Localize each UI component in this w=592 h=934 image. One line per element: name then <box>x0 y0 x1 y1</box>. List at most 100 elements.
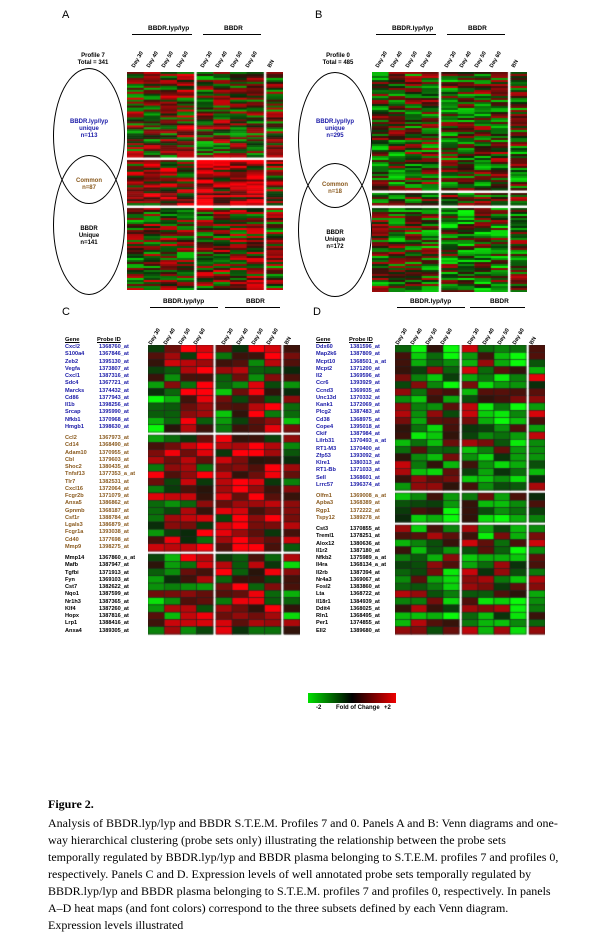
day-label: Day 50 <box>177 327 192 346</box>
probe-id: 1382622_at <box>99 584 129 590</box>
gene-symbol: Il2 <box>316 373 323 379</box>
probe-id: 1388784_at <box>99 514 129 521</box>
day-label: Day 50 <box>404 50 419 69</box>
gene-symbol: Gpnmb <box>65 507 85 514</box>
gene-row: Lgals3 1386879_at <box>65 522 135 529</box>
day-label: Day 60 <box>192 327 207 346</box>
probe-id: 1368975_at <box>350 416 380 423</box>
gene-row: Ckif 1387984_at <box>316 431 386 438</box>
probe-id: 1371913_at <box>99 569 129 576</box>
gene-row: Cst3 1370855_at <box>316 526 386 533</box>
probe-id: 1372222_at <box>350 507 380 514</box>
probe-id: 1387365_at <box>99 598 129 605</box>
gene-symbol: Sell <box>316 474 326 481</box>
day-label: Day 50 <box>473 50 488 69</box>
gene-symbol: Mcpt10 <box>316 358 336 365</box>
figure-caption: Figure 2. Analysis of BBDR.lyp/lyp and B… <box>48 796 560 934</box>
gene-symbol: Mcpt2 <box>316 365 333 372</box>
panel-a-profile: Profile 7 <box>81 53 105 59</box>
venn-label-line: BBDR <box>80 226 98 232</box>
venn-label-line: Common <box>322 182 348 188</box>
gene-row: Lrp1 1388416_at <box>65 620 135 627</box>
gene-row: Cxcl2 1368760_at <box>65 344 135 351</box>
panel-c-gene-header: Gene <box>65 337 80 343</box>
panel-c-group2-line <box>225 307 280 308</box>
gene-symbol: Plcg2 <box>316 409 331 416</box>
gene-symbol: Apba3 <box>316 500 334 507</box>
panel-a-venn-ellipse-bottom <box>53 155 125 295</box>
gene-symbol: Rln1 <box>316 613 329 619</box>
venn-label-line: unique <box>325 126 345 132</box>
probe-id: 1370955_at <box>99 449 129 456</box>
gene-row: Cope4 1395018_at <box>316 424 386 431</box>
panel-c-probe-header: Probe ID <box>97 337 121 343</box>
day-label: Day 40 <box>214 50 229 69</box>
legend-max-label: +2 <box>384 705 391 711</box>
figure-caption-text: Analysis of BBDR.lyp/lyp and BBDR S.T.E.… <box>48 816 559 932</box>
gene-symbol: Nfkb2 <box>316 555 332 561</box>
venn-label-line: Unique <box>324 237 346 243</box>
gene-row: Anxa4 1389305_at <box>65 628 135 635</box>
day-label: Day 60 <box>439 327 454 346</box>
day-label: Day 30 <box>220 327 235 346</box>
panel-a-unique1: BBDR.lyp/lyp unique n=113 <box>53 119 125 140</box>
venn-label-line: n=113 <box>80 133 98 139</box>
panel-b-common: Common n=18 <box>298 182 372 196</box>
probe-id: 1384939_at <box>350 598 380 605</box>
probe-id: 1387809_at <box>350 351 380 358</box>
legend-center-label: Fold of Change <box>336 705 380 711</box>
gene-symbol: Anxa5 <box>65 500 82 507</box>
gene-row: Hopx 1387816_at <box>65 613 135 620</box>
probe-id: 1368601_at <box>350 474 380 481</box>
gene-row: Cd86 1377943_at <box>65 395 135 402</box>
gene-row: Mafb 1387947_at <box>65 562 135 569</box>
day-label: Day 30 <box>394 327 409 346</box>
gene-row: Lrrc57 1396374_at <box>316 482 386 489</box>
probe-id: 1368760_at <box>99 344 129 350</box>
gene-symbol: RT1-M3 <box>316 445 337 452</box>
probe-id: 1372069_at <box>350 402 380 408</box>
gene-symbol: Lgals3 <box>65 522 83 528</box>
gene-symbol: Cbl <box>65 456 75 463</box>
panel-d-group2-label: BBDR <box>490 298 509 305</box>
gene-row: Fyn 1369103_at <box>65 577 135 584</box>
probe-id: 1377353_a_at <box>99 471 136 478</box>
gene-row: S100a4 1367846_at <box>65 351 135 358</box>
gene-symbol: Mafb <box>65 562 79 569</box>
gene-symbol: Ccnd3 <box>316 387 334 394</box>
gene-row: Nfkb1 1370968_at <box>65 417 135 424</box>
legend-min-label: -2 <box>316 705 322 711</box>
probe-id: 1370855_at <box>350 526 380 532</box>
gene-symbol: Fosl2 <box>316 584 331 590</box>
gene-symbol: Cxcl2 <box>65 344 80 350</box>
panel-b-unique1: BBDR.lyp/lyp unique n=295 <box>298 119 372 140</box>
gene-symbol: Ccl2 <box>65 435 77 441</box>
fold-change-color-scale <box>308 693 396 703</box>
day-label: BN <box>510 59 520 69</box>
probe-id: 1368187_at <box>99 507 129 514</box>
probe-id: 1386862_at <box>99 500 129 507</box>
gene-row: Mmp14 1367860_a_at <box>65 555 135 562</box>
day-label: Day 40 <box>235 327 250 346</box>
gene-symbol: Cst7 <box>65 584 78 590</box>
gene-row: Nr1h3 1387365_at <box>65 599 135 606</box>
panel-a-unique2: BBDR Unique n=141 <box>53 226 125 247</box>
gene-symbol: Ccr6 <box>316 380 329 387</box>
panel-b-profile: Profile 0 <box>326 53 350 59</box>
probe-id: 1368495_at <box>350 613 380 619</box>
venn-label-line: BBDR.lyp/lyp <box>69 119 108 125</box>
probe-id: 1382531_at <box>99 478 129 485</box>
probe-id: 1387180_at <box>350 547 380 554</box>
day-label: Day 40 <box>458 50 473 69</box>
gene-row: Tlr7 1382531_at <box>65 479 135 486</box>
gene-symbol: Zfp53 <box>316 452 331 459</box>
gene-symbol: Ddx60 <box>316 344 333 350</box>
venn-label-line: Common <box>76 178 102 184</box>
gene-row: Il2rb 1387394_at <box>316 570 386 577</box>
gene-symbol: Per1 <box>316 620 329 627</box>
day-label: Day 50 <box>424 327 439 346</box>
gene-symbol: Csf1r <box>65 514 80 521</box>
venn-label-line: n=295 <box>326 133 344 139</box>
probe-id: 1393092_at <box>350 452 380 459</box>
panel-b-group1-label: BBDR.lyp/lyp <box>392 25 434 32</box>
